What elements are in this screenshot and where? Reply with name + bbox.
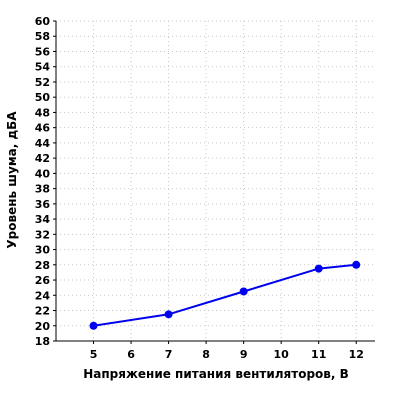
y-tick-label: 34: [35, 213, 51, 226]
y-tick-label: 38: [35, 183, 50, 196]
axes: [53, 20, 375, 344]
series: [89, 260, 361, 330]
y-tick-label: 28: [35, 259, 50, 272]
x-tick-label: 5: [90, 348, 98, 361]
x-tick-label: 10: [274, 348, 290, 361]
y-tick-label: 60: [35, 15, 51, 28]
y-tick-label: 44: [35, 137, 51, 150]
x-tick-label: 9: [240, 348, 248, 361]
data-point: [164, 310, 173, 319]
y-tick-labels: 18 20 22 24 26 28 30 32 34 36 38 40 42 44 46 48 50 52 54 56…: [35, 15, 51, 348]
x-tick-label: 8: [202, 348, 210, 361]
x-tick-labels: 5 6 7 8 9 10 11 12: [90, 348, 364, 361]
y-tick-label: 30: [35, 244, 51, 257]
y-tick-label: 42: [35, 152, 50, 165]
y-axis-title: Уровень шума, дБА: [5, 111, 19, 249]
x-axis-title: Напряжение питания вентиляторов, В: [83, 367, 349, 381]
y-tick-label: 26: [35, 274, 51, 287]
y-tick-label: 52: [35, 76, 50, 89]
data-point: [352, 260, 361, 269]
y-tick-label: 20: [35, 320, 51, 333]
y-tick-label: 18: [35, 335, 50, 348]
y-tick-label: 56: [35, 45, 51, 58]
x-tick-label: 12: [349, 348, 364, 361]
data-point: [89, 321, 98, 330]
grid: [56, 20, 375, 342]
y-tick-label: 54: [35, 61, 51, 74]
y-tick-label: 48: [35, 106, 50, 119]
x-tick-label: 7: [165, 348, 173, 361]
y-tick-label: 40: [35, 167, 51, 180]
data-point: [314, 264, 323, 273]
data-point: [239, 287, 248, 296]
y-tick-label: 32: [35, 228, 50, 241]
y-tick-label: 58: [35, 30, 50, 43]
y-tick-label: 36: [35, 198, 51, 211]
y-tick-label: 50: [35, 91, 51, 104]
x-tick-label: 11: [311, 348, 326, 361]
y-tick-label: 22: [35, 305, 50, 318]
x-tick-label: 6: [127, 348, 135, 361]
y-tick-label: 46: [35, 122, 51, 135]
y-tick-label: 24: [35, 289, 51, 302]
